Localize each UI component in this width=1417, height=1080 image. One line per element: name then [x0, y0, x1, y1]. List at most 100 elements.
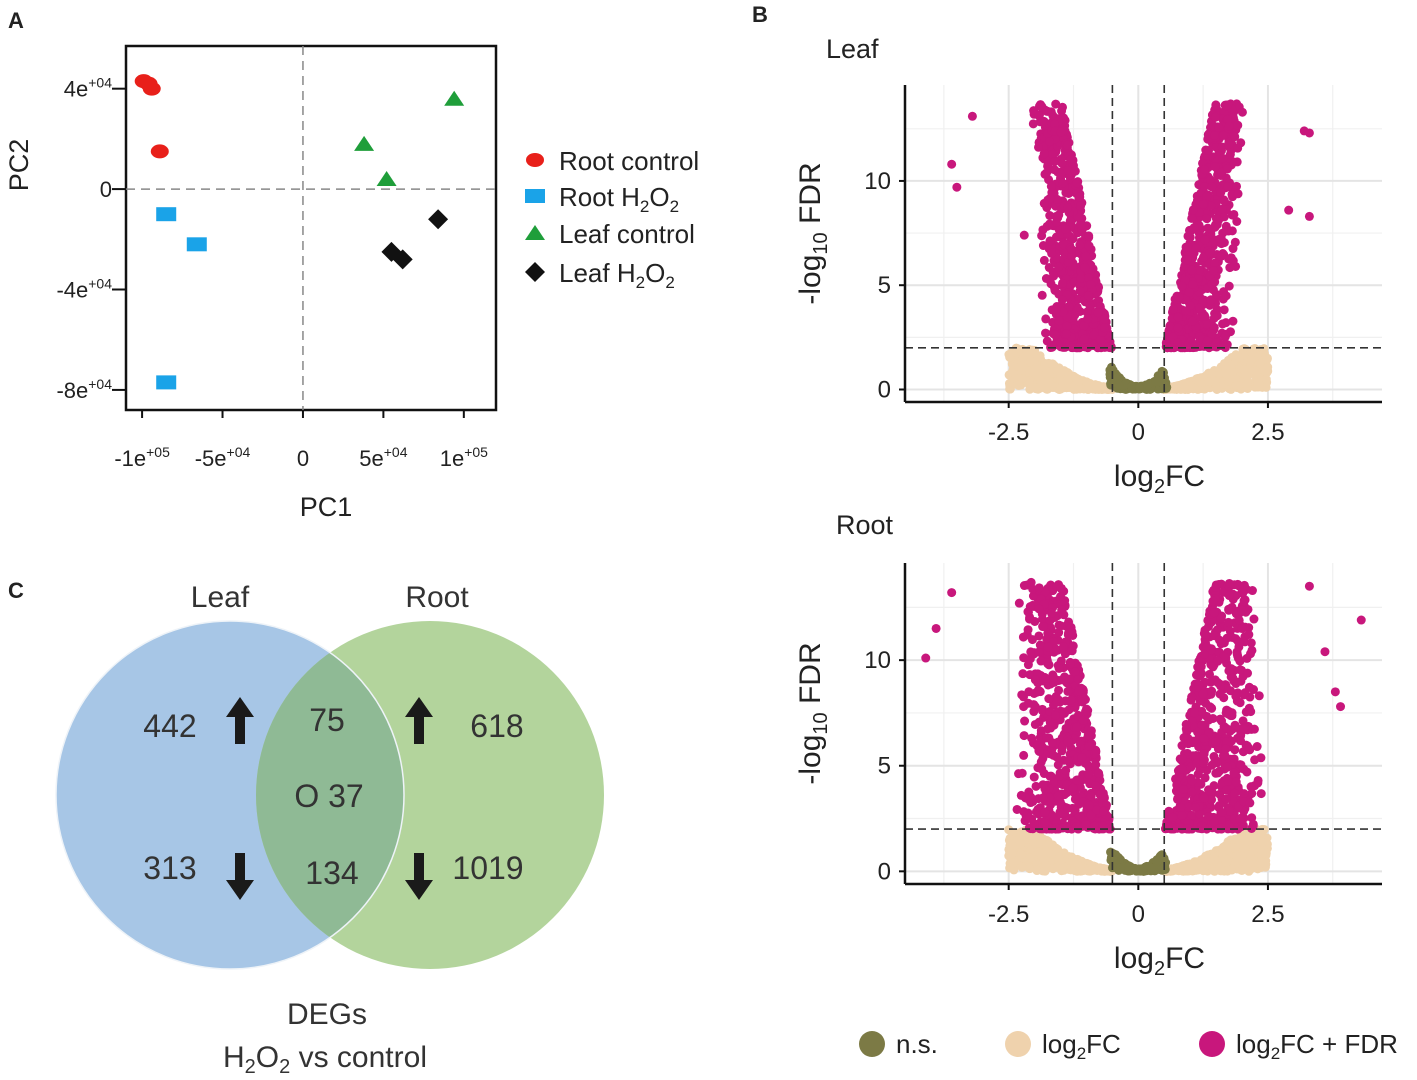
volcano-root-point-sig: [1239, 724, 1249, 734]
volcano-root-point-sig: [1231, 777, 1241, 787]
volcano-root-point-sig: [1250, 755, 1260, 765]
volcano-root-point-sig: [1036, 656, 1046, 666]
volcano-leaf-point-fc: [1083, 383, 1093, 393]
volcano-root-point-sig: [1067, 630, 1077, 640]
volcano-leaf-point-sig: [1299, 126, 1309, 136]
volcano-root-point-fc: [1032, 866, 1042, 876]
volcano-leaf-point-sig: [1061, 224, 1071, 234]
volcano-leaf-point-sig: [1046, 181, 1056, 191]
volcano-root-point-sig: [1237, 624, 1247, 634]
legend-label-root-control: Root control: [559, 146, 699, 176]
volcano-leaf-point-sig: [1200, 235, 1210, 245]
volcano-root-point-sig: [1026, 798, 1036, 808]
volcano-root-point-sig: [1320, 647, 1330, 657]
volcano-leaf-point-sig: [1227, 210, 1237, 220]
volcano-leaf-point-fc: [1017, 361, 1027, 371]
volcano-root-point-sig: [1044, 694, 1054, 704]
volcano-leaf-point-sig: [1217, 204, 1227, 214]
volcano-root-point-sig: [1070, 794, 1080, 804]
pca-point-leaf-h2o2: [428, 209, 449, 230]
volcano-root-point-sig: [1204, 811, 1214, 821]
volcano-root-point-sig: [1058, 642, 1068, 652]
volcano-root-point-sig: [1025, 614, 1035, 624]
volcano-root-point-sig: [1019, 731, 1029, 741]
volcano-leaf-point-sig: [1221, 226, 1231, 236]
volcano-leaf-point-sig: [1058, 178, 1068, 188]
volcano-root-point-sig: [1224, 591, 1234, 601]
volcano-root-point-sig: [1030, 675, 1040, 685]
venn-overlap-opposite-count: O 37: [294, 778, 363, 814]
volcano-root-point-fc: [1017, 862, 1027, 872]
volcano-leaf-point-sig: [1054, 262, 1064, 272]
volcano-root-point-sig: [1038, 780, 1048, 790]
volcano-leaf-point-sig: [1063, 257, 1073, 267]
volcano-root-point-sig: [1233, 653, 1243, 663]
volcano-leaf-point-sig: [1205, 248, 1215, 258]
volcano-leaf-point-sig: [1210, 112, 1220, 122]
volcano-leaf-point-fc: [1247, 348, 1257, 358]
volcano-leaf-point-sig: [1207, 182, 1217, 192]
volcano-root-point-sig: [1199, 749, 1209, 759]
volcano-root-point-sig: [1208, 596, 1218, 606]
volcano-leaf-point-fc: [1047, 359, 1057, 369]
volcano-leaf-point-sig: [1070, 166, 1080, 176]
volcano-root-point-sig: [1029, 772, 1039, 782]
volcano-root-point-sig: [1215, 689, 1225, 699]
volcano-root-point-fc: [1232, 851, 1242, 861]
volcano-root-point-sig: [1234, 581, 1244, 591]
volcano-root-point-sig: [1246, 707, 1256, 717]
volcano-leaf-point-sig: [1219, 196, 1229, 206]
volcano-root-y-axis-label: -log10 FDR: [794, 642, 832, 784]
venn-leaf-up-count: 442: [143, 708, 196, 744]
volcano-leaf-point-sig: [1210, 277, 1220, 287]
pca-x-tick-label: 1e+05: [440, 444, 488, 471]
volcano-root-point-sig: [1054, 663, 1064, 673]
legend-marker-root-control: [526, 153, 544, 167]
volcano-leaf-point-sig: [1056, 127, 1066, 137]
volcano-leaf-point-fc: [1030, 369, 1040, 379]
volcano-leaf-point-fc: [1030, 383, 1040, 393]
volcano-leaf-point-sig: [1233, 143, 1243, 153]
volcano-root-point-sig: [1175, 822, 1185, 832]
volcano-leaf-point-sig: [1037, 290, 1047, 300]
volcano-leaf-point-sig: [1057, 158, 1067, 168]
volcano-leaf-point-sig: [1228, 244, 1238, 254]
volcano-root-point-sig: [1214, 635, 1224, 645]
venn-leaf-label: Leaf: [191, 581, 250, 614]
pca-y-ticks: 4e+040-4e+04-8e+04: [56, 75, 126, 403]
volcano-leaf-point-sig: [1224, 281, 1234, 291]
volcano-root-point-sig: [1230, 788, 1240, 798]
volcano-root-point-sig: [1249, 614, 1259, 624]
volcano-root-point-sig: [1211, 736, 1221, 746]
volcano-root-point-sig: [931, 623, 941, 633]
legend-label-leaf-control: Leaf control: [559, 219, 695, 249]
volcano-leaf-point-sig: [1211, 100, 1221, 110]
pca-point-leaf-control: [354, 135, 375, 151]
volcano-leaf-point-sig: [1099, 323, 1109, 333]
volcano-leaf-point-sig: [1051, 305, 1061, 315]
volcano-leaf-point-sig: [1187, 265, 1197, 275]
volcano-leaf-point-ns: [1135, 383, 1145, 393]
volcano-leaf-point-sig: [1049, 271, 1059, 281]
volcano-leaf-point-fc: [1239, 364, 1249, 374]
volcano-root-point-fc: [1007, 849, 1017, 859]
volcano-leaf-point-sig: [1216, 187, 1226, 197]
volcano-root-point-sig: [1064, 674, 1074, 684]
volcano-root-point-sig: [1063, 737, 1073, 747]
volcano-leaf-point-sig: [1068, 234, 1078, 244]
volcano-leaf-point-sig: [1052, 194, 1062, 204]
volcano-leaf-point-sig: [1037, 231, 1047, 241]
volcano-leaf-point-sig: [1165, 321, 1175, 331]
volcano-leaf-point-fc: [1046, 380, 1056, 390]
volcano-legend-label-ns: n.s.: [896, 1029, 938, 1059]
volcano-root-point-sig: [1256, 789, 1266, 799]
volcano-leaf-point-fc: [1007, 368, 1017, 378]
volcano-leaf-point-sig: [1216, 234, 1226, 244]
volcano-root-point-sig: [1038, 793, 1048, 803]
volcano-root-point-sig: [1207, 686, 1217, 696]
volcano-root-point-sig: [1245, 798, 1255, 808]
venn-overlap-up-count: 75: [309, 702, 345, 738]
volcano-root-point-sig: [1023, 625, 1033, 635]
venn-root-down-count: 1019: [452, 850, 523, 886]
volcano-leaf-point-sig: [1189, 223, 1199, 233]
